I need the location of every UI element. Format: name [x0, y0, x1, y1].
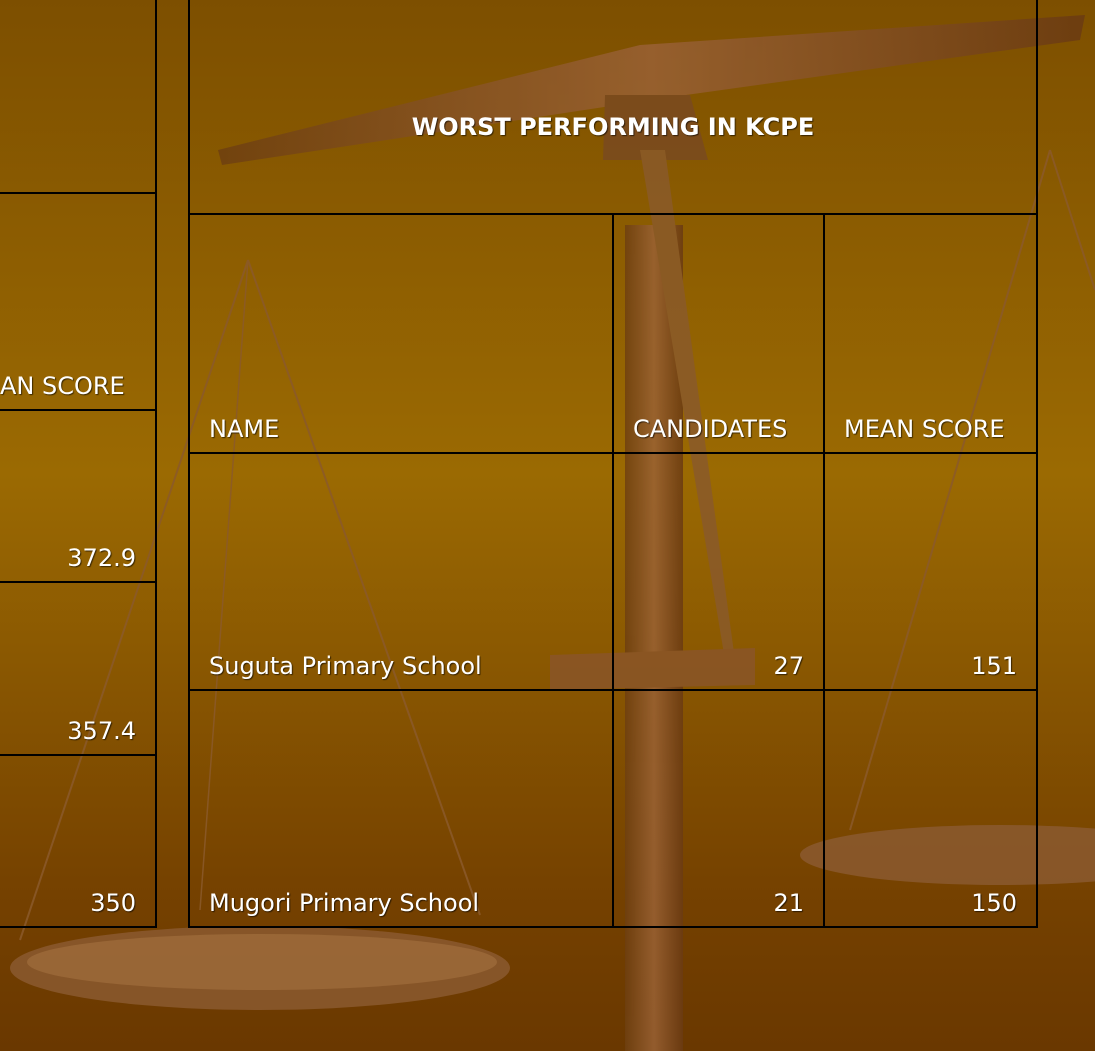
mean-score: 151 [824, 453, 1037, 690]
left-header: AN SCORE [0, 193, 156, 410]
school-name: Mugori Primary School [189, 690, 613, 927]
table-title: WORST PERFORMING IN KCPE [189, 30, 1037, 224]
candidates: 27 [613, 453, 824, 690]
header-cell: NAME [189, 214, 613, 453]
header-cell: CANDIDATES [613, 214, 824, 453]
slide: {"left_table": {"header": "AN SCORE", "r… [0, 0, 1095, 1051]
left-value: 357.4 [0, 582, 156, 755]
header-cell: MEAN SCORE [824, 214, 1037, 453]
left-value: 372.9 [0, 410, 156, 582]
mean-score: 150 [824, 690, 1037, 927]
school-name: Suguta Primary School [189, 453, 613, 690]
candidates: 21 [613, 690, 824, 927]
left-value: 350 [0, 755, 156, 927]
